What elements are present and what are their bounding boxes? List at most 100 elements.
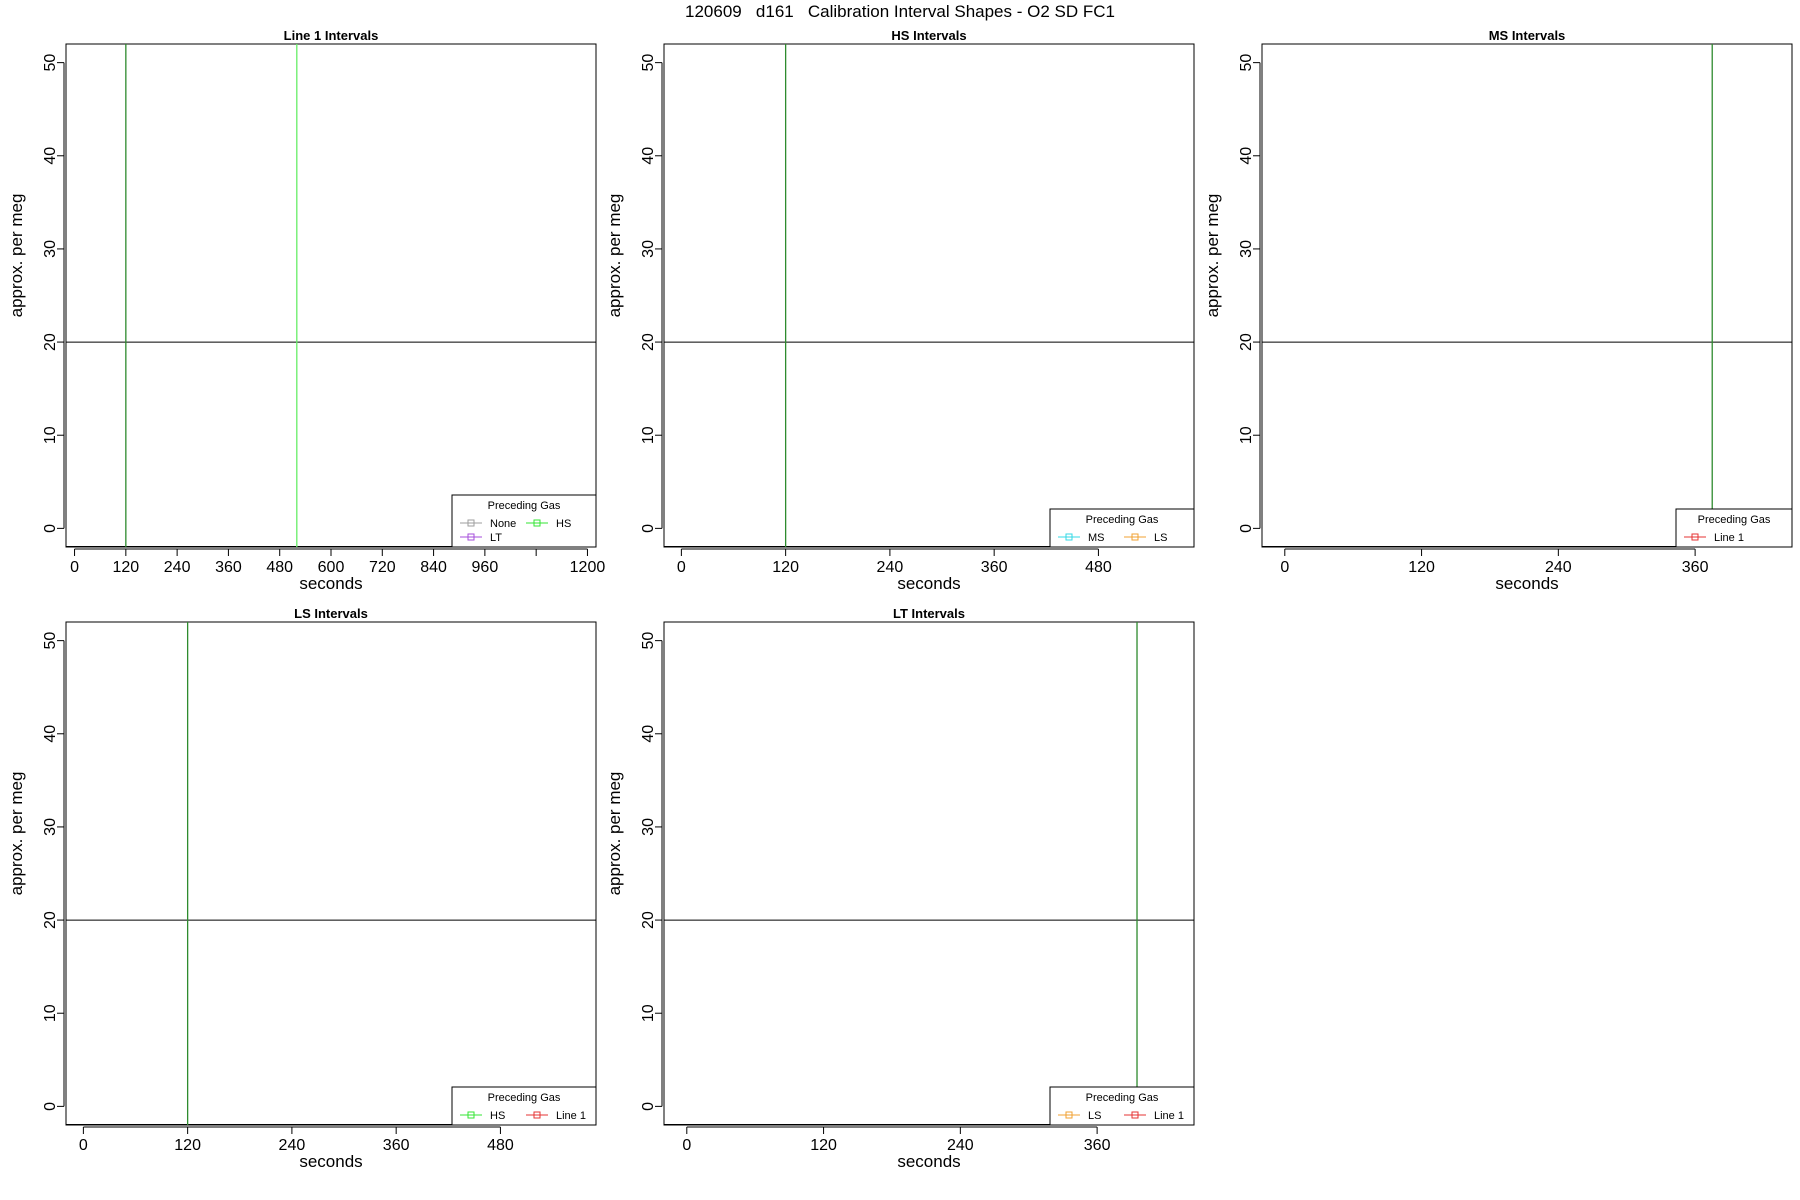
legend-box	[1675, 508, 1793, 548]
legend-title: Preceding Gas	[488, 500, 561, 512]
y-tick-label: 50	[640, 54, 657, 72]
y-axis-label: approx. per meg	[605, 194, 624, 318]
x-axis-label: seconds	[299, 574, 362, 593]
chart-panel-3: MS Intervals 0 120 240 360 seconds 0 10 20 30 40 50…	[1203, 28, 1793, 593]
plot-frame	[663, 43, 1195, 548]
x-axis-label: seconds	[897, 574, 960, 593]
x-tick-label: 120	[112, 559, 139, 576]
legend-box	[451, 1086, 597, 1126]
legend-entry-label: LS	[1154, 532, 1167, 544]
y-tick-label: 20	[42, 333, 59, 351]
x-tick-label: 120	[1408, 559, 1435, 576]
legend-swatch-marker	[1131, 533, 1139, 541]
legend-entry-label: HS	[490, 1110, 505, 1122]
y-tick-label: 10	[640, 426, 657, 444]
y-axis-label: approx. per meg	[7, 772, 26, 896]
x-tick-label: 0	[1280, 559, 1289, 576]
x-tick-label: 0	[677, 559, 686, 576]
chart-panel-1: Line 1 Intervals 0 120 240 360 480 600 720 840 96…	[7, 28, 605, 593]
chart-panel-4: LS Intervals 0 120 240 360 480 seconds 0 10 20 30 4…	[7, 606, 597, 1171]
x-tick-label: 120	[772, 559, 799, 576]
y-tick-label: 20	[640, 333, 657, 351]
x-tick-label: 0	[682, 1137, 691, 1154]
legend-entry-label: HS	[556, 518, 571, 530]
legend-entry-label: LT	[490, 532, 502, 544]
x-tick-label: 360	[383, 1137, 410, 1154]
y-tick-label: 40	[42, 147, 59, 165]
x-axis-label: seconds	[897, 1152, 960, 1171]
y-tick-label: 50	[1238, 54, 1255, 72]
legend-title: Preceding Gas	[1698, 514, 1771, 526]
x-tick-label: 480	[1085, 559, 1112, 576]
panel-title: LS Intervals	[294, 606, 368, 621]
y-axis-label: approx. per meg	[1203, 194, 1222, 318]
y-tick-label: 50	[640, 632, 657, 650]
y-tick-label: 20	[42, 911, 59, 929]
legend: Preceding Gas LS Line 1	[1049, 1086, 1195, 1126]
chart-panel-5: LT Intervals 0 120 240 360 seconds 0 10 20 30 40 50…	[605, 606, 1195, 1171]
y-tick-label: 30	[640, 818, 657, 836]
x-tick-label: 960	[472, 559, 499, 576]
legend-swatch-marker	[1691, 533, 1699, 541]
x-tick-label: 840	[420, 559, 447, 576]
legend-title: Preceding Gas	[488, 1092, 561, 1104]
chart-panel-2: HS Intervals 0 120 240 360 480 seconds 0 10 20 30 4…	[605, 28, 1195, 593]
y-tick-label: 30	[1238, 240, 1255, 258]
legend: Preceding Gas None HS LT	[451, 494, 597, 548]
y-tick-label: 40	[42, 725, 59, 743]
x-tick-label: 480	[266, 559, 293, 576]
plot-frame	[65, 43, 597, 548]
x-tick-label: 120	[174, 1137, 201, 1154]
y-tick-label: 0	[640, 1102, 657, 1111]
plot-frame	[663, 621, 1195, 1126]
legend-entry-label: LS	[1088, 1110, 1101, 1122]
y-tick-label: 30	[42, 818, 59, 836]
x-tick-label: 240	[947, 1137, 974, 1154]
panel-title: HS Intervals	[891, 28, 966, 43]
panel-title: LT Intervals	[893, 606, 965, 621]
legend-title: Preceding Gas	[1086, 1092, 1159, 1104]
legend-entry-label: MS	[1088, 532, 1105, 544]
x-tick-label: 360	[215, 559, 242, 576]
legend-box	[451, 494, 597, 548]
y-tick-label: 0	[42, 524, 59, 533]
y-tick-label: 40	[640, 725, 657, 743]
plot-frame	[65, 621, 597, 1126]
x-tick-label: 240	[1545, 559, 1572, 576]
panel-title: Line 1 Intervals	[284, 28, 379, 43]
y-tick-label: 30	[640, 240, 657, 258]
legend: Preceding Gas Line 1	[1675, 508, 1793, 548]
x-axis-label: seconds	[299, 1152, 362, 1171]
legend-entry-label: Line 1	[556, 1110, 586, 1122]
x-axis-label: seconds	[1495, 574, 1558, 593]
legend-swatch-marker	[467, 519, 475, 527]
y-tick-label: 10	[1238, 426, 1255, 444]
y-tick-label: 50	[42, 54, 59, 72]
legend-swatch-marker	[467, 533, 475, 541]
y-tick-label: 10	[42, 1004, 59, 1022]
y-tick-label: 0	[42, 1102, 59, 1111]
y-tick-label: 30	[42, 240, 59, 258]
x-tick-label: 480	[487, 1137, 514, 1154]
legend-title: Preceding Gas	[1086, 514, 1159, 526]
x-tick-label: 0	[79, 1137, 88, 1154]
x-tick-label: 720	[369, 559, 396, 576]
legend-swatch-marker	[467, 1111, 475, 1119]
x-tick-label: 600	[318, 559, 345, 576]
legend-box	[1049, 1086, 1195, 1126]
legend-swatch-marker	[1131, 1111, 1139, 1119]
x-tick-label: 360	[1084, 1137, 1111, 1154]
y-tick-label: 10	[640, 1004, 657, 1022]
panel-title: MS Intervals	[1489, 28, 1566, 43]
x-tick-label: 360	[1682, 559, 1709, 576]
legend-swatch-marker	[533, 1111, 541, 1119]
y-axis-label: approx. per meg	[605, 772, 624, 896]
y-tick-label: 50	[42, 632, 59, 650]
y-tick-label: 20	[1238, 333, 1255, 351]
legend-swatch-marker	[1065, 533, 1073, 541]
x-tick-label: 240	[164, 559, 191, 576]
legend-entry-label: Line 1	[1154, 1110, 1184, 1122]
y-tick-label: 40	[640, 147, 657, 165]
legend: Preceding Gas HS Line 1	[451, 1086, 597, 1126]
